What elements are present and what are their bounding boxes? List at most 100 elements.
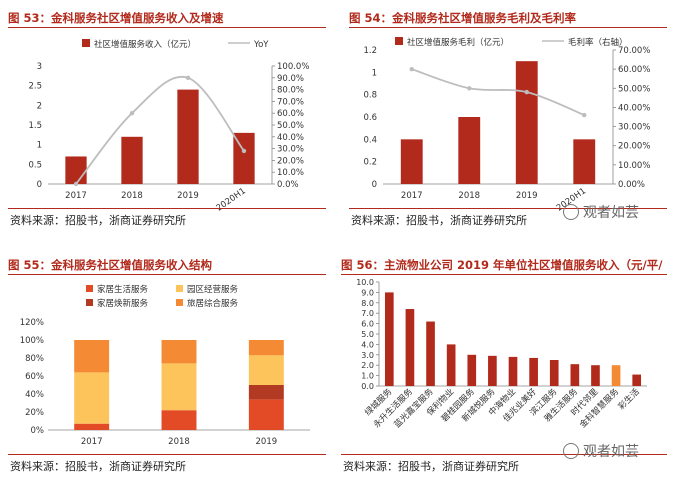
chart-4-bar: [384, 292, 394, 386]
chart-3-legend-swatch: [176, 285, 183, 292]
chart-2-ytick-right: 50.00%: [618, 84, 650, 94]
chart-3-legend-swatch: [86, 299, 93, 306]
chart-3-bar-segment: [248, 385, 284, 400]
chart-1-title-rule: [8, 27, 326, 28]
chart-2-legend-bar-label: 社区增值服务毛利（亿元）: [407, 37, 509, 48]
chart-4-source-rule: [341, 454, 667, 455]
chart-4-ytick: 2.0: [361, 361, 374, 370]
chart-4-ytick: 3.0: [361, 351, 374, 360]
chart-1-line-point: [73, 181, 79, 187]
watermark-text: 观者如芸: [583, 205, 639, 221]
chart-3-title: 图 55：金科服务社区增值服务收入结构: [8, 258, 213, 272]
chart-1-ytick-right: 10.0%: [277, 168, 304, 178]
chart-4-ytick: 7.0: [361, 309, 374, 318]
chart-2-ytick-left: 0.8: [363, 91, 377, 101]
chart-4-bar: [549, 360, 559, 386]
chart-3-source-rule: [8, 454, 326, 455]
chart-4-title: 图 56：主流物业公司 2019 年单位社区增值服务收入（元/平/: [341, 258, 663, 272]
chart-1-ytick-left: 2: [37, 101, 42, 111]
chart-1-ytick-right: 50.0%: [277, 121, 304, 131]
chart-3-legend-label: 家居生活服务: [97, 284, 149, 295]
chart-2-legend-bar-swatch: [395, 37, 403, 45]
chart-2-ytick-left: 0.4: [363, 135, 377, 145]
chart-1-line-point: [185, 75, 191, 80]
chart-3-ytick: 120%: [20, 318, 44, 328]
chart-4-ytick: 6.0: [361, 320, 374, 329]
chart-3-legend-label: 旅居综合服务: [187, 298, 239, 309]
chart-1-ytick-right: 30.0%: [277, 145, 304, 155]
chart-1-source: 资料来源：招股书，浙商证券研究所: [10, 214, 186, 227]
chart-1-ytick-left: 2.5: [28, 82, 42, 92]
chart-3-xtick: 2018: [168, 437, 190, 447]
chart-4-ytick: 4.0: [361, 340, 374, 349]
chart-3-ytick: 0%: [31, 426, 45, 436]
chart-3-ytick: 80%: [25, 354, 44, 364]
chart-2-line-point: [409, 66, 414, 72]
chart-2-ytick-right: 30.00%: [618, 123, 650, 133]
chart-2-legend-line-label: 毛利率（右轴）: [568, 37, 628, 48]
chart-1-ytick-right: 0.0%: [277, 180, 299, 190]
chart-1-ytick-right: 60.0%: [277, 109, 304, 119]
chart-4-title-rule: [341, 274, 667, 275]
chart-2-bar: [515, 61, 538, 184]
chart-4-ytick: 0.0: [361, 382, 374, 391]
chart-3-bar-segment: [161, 340, 197, 364]
chart-2-ytick-left: 0.2: [363, 158, 377, 168]
chart-4-bar: [446, 344, 456, 386]
chart-4-bar: [467, 354, 477, 386]
chart-3-bar-segment: [248, 399, 284, 430]
chart-1-ytick-left: 1: [37, 141, 42, 151]
wechat-logo-icon: [563, 443, 579, 459]
chart-1-legend-bar-label: 社区增值服务收入（亿元）: [94, 39, 196, 50]
chart-2-xtick: 2018: [458, 191, 480, 201]
chart-4-ytick: 8.0: [361, 299, 374, 308]
chart-3-source: 资料来源：招股书，浙商证券研究所: [10, 460, 186, 473]
chart-3-legend-label: 园区经营服务: [187, 284, 239, 295]
chart-3-legend-swatch: [176, 299, 183, 306]
watermark-bottom: 观者如芸: [563, 441, 639, 461]
chart-3-xtick: 2019: [256, 437, 278, 447]
chart-1-legend-bar-swatch: [82, 39, 90, 47]
chart-1-legend-line-label: YoY: [253, 40, 269, 50]
chart-2-ytick-right: 20.00%: [618, 142, 650, 152]
chart-1-ytick-right: 70.0%: [277, 97, 304, 107]
chart-3-ytick: 20%: [25, 408, 44, 418]
chart-4-bar: [488, 355, 497, 386]
chart-2-source-rule: [349, 208, 667, 209]
chart-1-xtick: 2019: [177, 191, 199, 201]
chart-1-title: 图 53：金科服务社区增值服务收入及增速: [8, 11, 224, 25]
chart-2-ytick-left: 0: [372, 180, 377, 190]
chart-4-bar: [405, 309, 415, 386]
watermark-top: 观者如芸: [563, 202, 639, 222]
chart-1-source-rule: [8, 208, 326, 209]
chart-2-ytick-left: 1.2: [363, 46, 377, 56]
chart-2-bar: [400, 139, 423, 184]
chart-4-ytick: 5.0: [361, 330, 374, 339]
chart-3-legend-label: 家居焕新服务: [97, 298, 149, 309]
chart-1-ytick-left: 1.5: [28, 121, 42, 131]
chart-1-ytick-left: 0.5: [28, 160, 42, 170]
chart-2-bar: [458, 117, 481, 184]
chart-2-line-point: [467, 86, 472, 91]
chart-1-ytick-left: 0: [37, 180, 42, 190]
chart-1-xtick: 2017: [65, 191, 87, 201]
chart-2-ytick-right: 10.00%: [618, 161, 650, 171]
chart-1-ytick-right: 20.0%: [277, 156, 304, 166]
chart-2-ytick-left: 0.6: [363, 113, 377, 123]
chart-3-ytick: 100%: [20, 336, 44, 346]
chart-4-bar: [632, 374, 642, 386]
chart-1-bar: [121, 136, 143, 184]
chart-3-bar-segment: [161, 363, 197, 411]
chart-2-line-point: [582, 112, 587, 118]
chart-2-ytick-right: 60.00%: [618, 65, 650, 75]
chart-4-bar: [611, 365, 621, 386]
chart-1-ytick-right: 90.0%: [277, 74, 304, 84]
chart-4-bar: [426, 321, 435, 386]
chart-1-ytick-right: 40.0%: [277, 133, 304, 143]
chart-1: 社区增值服务收入（亿元） YoY 0 0.5 1 1.5 2 2.5 30.0% 10.0% 20.…: [28, 39, 309, 214]
chart-1-ytick-right: 80.0%: [277, 86, 304, 96]
chart-1-bar: [65, 156, 87, 184]
chart-4-ytick: 10.0: [356, 278, 374, 287]
chart-4-bar: [529, 357, 538, 386]
